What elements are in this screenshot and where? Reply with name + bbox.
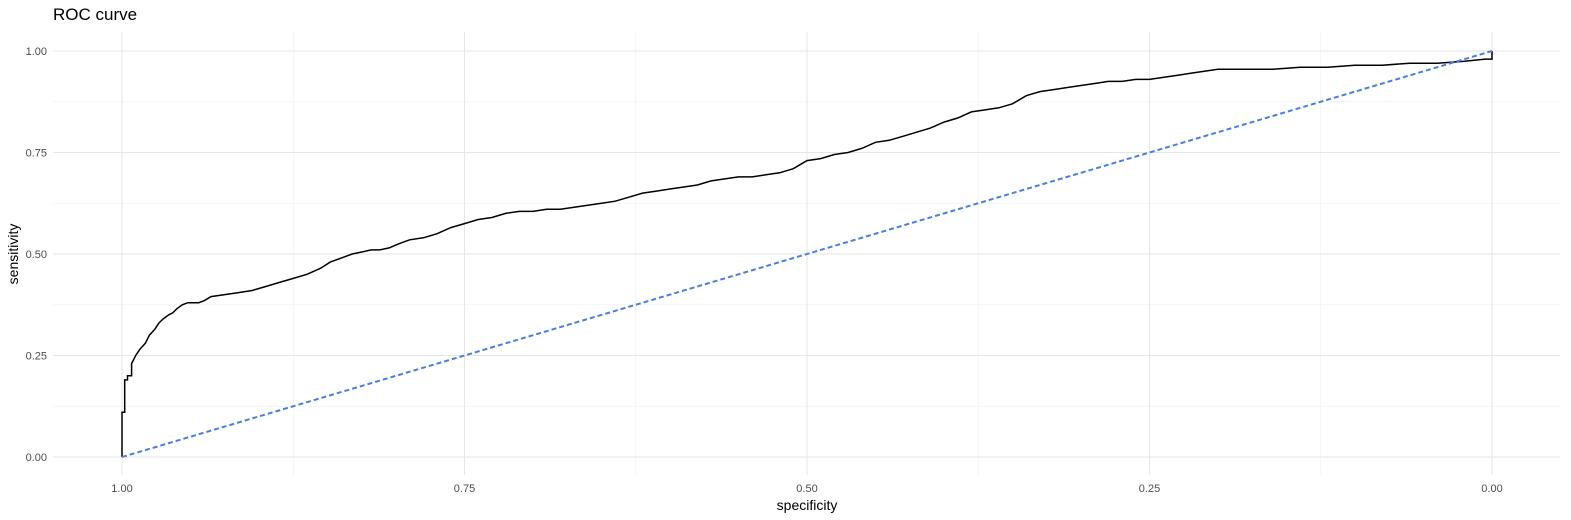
x-axis-title: specificity [777, 497, 838, 513]
grid [53, 32, 1560, 475]
x-tick-label: 0.00 [1481, 483, 1502, 495]
roc-curve-line [121, 51, 1493, 457]
y-axis-ticks: 0.00 0.25 0.50 0.75 1.00 [26, 46, 47, 464]
y-axis-title: sensitivity [5, 224, 21, 285]
y-tick-label: 0.00 [26, 452, 47, 464]
y-tick-label: 0.50 [26, 249, 47, 261]
y-tick-label: 0.75 [26, 148, 47, 160]
x-tick-label: 1.00 [111, 483, 132, 495]
chart-title: ROC curve [53, 5, 137, 24]
plot-area [121, 50, 1493, 458]
y-tick-label: 0.25 [26, 351, 47, 363]
reference-diagonal-line [121, 50, 1493, 458]
y-tick-label: 1.00 [26, 46, 47, 58]
x-tick-label: 0.75 [454, 483, 475, 495]
x-axis-ticks: 1.00 0.75 0.50 0.25 0.00 [111, 483, 1502, 495]
x-tick-label: 0.25 [1139, 483, 1160, 495]
x-tick-label: 0.50 [796, 483, 817, 495]
